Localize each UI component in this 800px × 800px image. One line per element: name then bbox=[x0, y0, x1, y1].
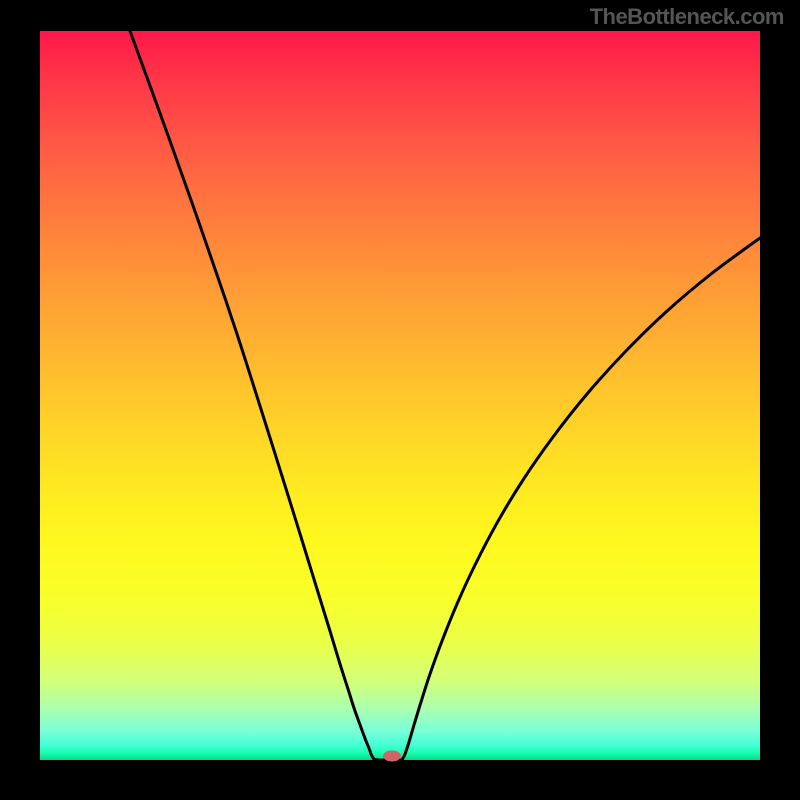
curve-right-branch bbox=[402, 238, 760, 760]
curve-left-branch bbox=[130, 31, 402, 760]
watermark-text: TheBottleneck.com bbox=[590, 4, 784, 30]
figure-frame: TheBottleneck.com bbox=[0, 0, 800, 800]
plot-svg bbox=[40, 31, 760, 760]
bottleneck-plot bbox=[40, 31, 760, 760]
optimum-marker bbox=[383, 751, 401, 762]
